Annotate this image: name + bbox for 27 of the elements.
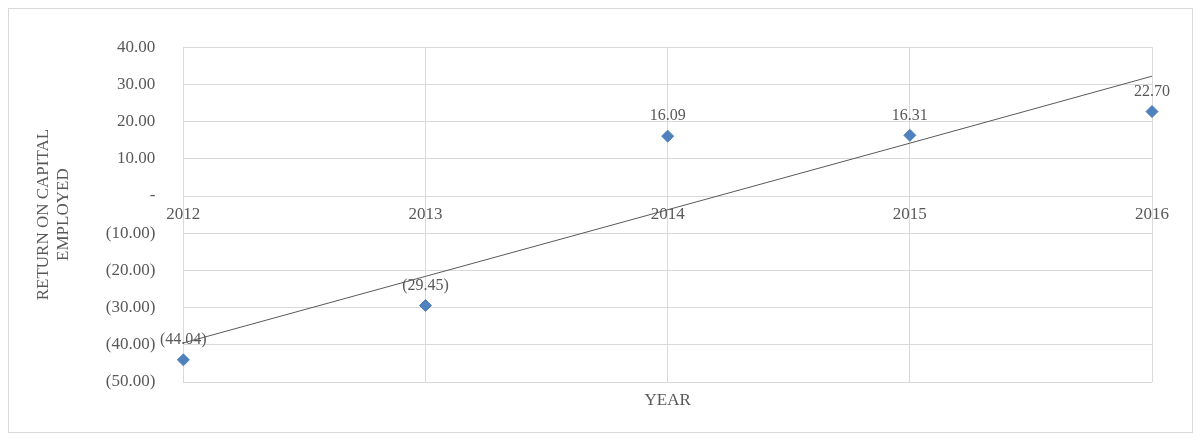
x-tick-label: 2013 xyxy=(408,203,443,223)
y-tick-label: 10.00 xyxy=(117,148,156,168)
y-tick-label: (10.00) xyxy=(105,222,156,242)
x-tick-label: 2015 xyxy=(892,203,927,223)
data-label: (29.45) xyxy=(402,275,449,294)
y-tick-label: (30.00) xyxy=(105,297,156,317)
y-tick-label: 30.00 xyxy=(117,73,156,93)
x-tick-label: 2016 xyxy=(1135,203,1169,223)
data-label: 16.09 xyxy=(649,106,686,124)
point xyxy=(419,299,433,313)
y-tick-label: (40.00) xyxy=(105,334,156,354)
data-label: 16.31 xyxy=(891,105,928,123)
y-tick-label: (20.00) xyxy=(105,259,156,279)
point xyxy=(1145,105,1159,119)
point xyxy=(661,129,675,143)
x-tick-label: 2012 xyxy=(166,203,201,223)
point xyxy=(903,128,917,142)
y-tick-label: (50.00) xyxy=(105,371,156,391)
x-axis-title: YEAR xyxy=(644,389,692,409)
y-tick-label: - xyxy=(149,185,156,205)
y-axis-title: RETURN ON CAPITAL EMPLOYED xyxy=(32,128,73,301)
point xyxy=(176,353,190,367)
data-label: 22.70 xyxy=(1134,81,1170,99)
x-tick-label: 2014 xyxy=(650,203,686,223)
y-tick-label: 20.00 xyxy=(117,111,156,131)
y-tick-label: 40.00 xyxy=(117,36,156,56)
data-label: (44.04) xyxy=(160,330,207,349)
